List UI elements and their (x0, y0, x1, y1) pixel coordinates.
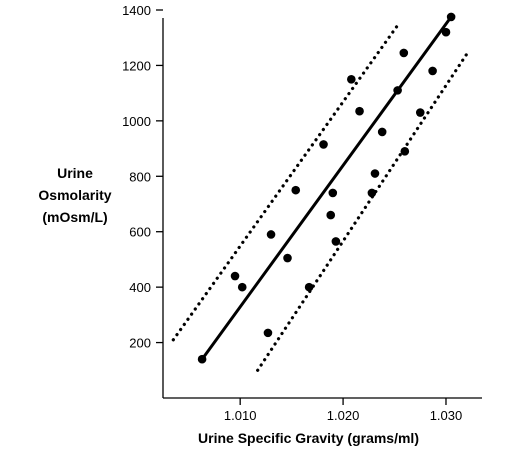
y-tick-label: 200 (129, 336, 151, 351)
data-point-17 (377, 127, 387, 137)
y-tick-label: 1400 (122, 3, 151, 18)
data-point-2 (230, 271, 240, 281)
data-point-15 (367, 188, 377, 198)
data-point-20 (400, 147, 410, 156)
y-tick-label: 400 (129, 280, 151, 295)
data-point-21 (415, 108, 425, 117)
confidence-band-2 (256, 52, 469, 372)
y-tick-label: 600 (129, 225, 151, 240)
data-point-10 (326, 210, 336, 220)
data-point-22 (428, 66, 437, 76)
x-tick-label: 1.020 (327, 408, 360, 423)
x-tick-label: 1.030 (430, 408, 463, 423)
confidence-band-1 (171, 20, 402, 342)
axis-labels: Urine Specific Gravity (grams/ml) Urine Os… (38, 165, 419, 446)
y-axis-title-line: Osmolarity (38, 187, 111, 203)
data-point-16 (370, 169, 380, 178)
data-point-23 (441, 27, 451, 37)
data-point-12 (331, 237, 341, 246)
y-tick-label: 1000 (122, 114, 151, 129)
y-axis-title-line: Urine (57, 165, 93, 181)
data-point-5 (266, 230, 276, 239)
axes: 2004006008001000120014001.0101.0201.0301… (122, 3, 482, 423)
y-tick-label: 1200 (122, 58, 151, 73)
data-point-7 (291, 185, 301, 195)
x-tick-label: 1.010 (224, 408, 257, 423)
data-point-4 (263, 328, 273, 338)
data-point-3 (237, 282, 247, 292)
y-axis-title-line: (mOsm/L) (42, 209, 107, 225)
x-axis-title: Urine Specific Gravity (grams/ml) (198, 430, 419, 446)
data-point-8 (304, 282, 314, 292)
regression-line (200, 16, 453, 361)
data-point-18 (393, 86, 402, 95)
y-tick-label: 800 (129, 169, 151, 184)
data-points (197, 12, 456, 364)
data-point-9 (319, 140, 328, 149)
data-point-11 (328, 188, 338, 198)
regression-layer (200, 16, 453, 361)
data-point-6 (283, 253, 292, 263)
data-point-19 (399, 48, 409, 58)
data-point-24 (446, 12, 456, 22)
confidence-bands (171, 20, 469, 372)
data-point-1 (197, 354, 207, 364)
data-point-14 (355, 106, 364, 116)
data-point-13 (347, 74, 356, 84)
